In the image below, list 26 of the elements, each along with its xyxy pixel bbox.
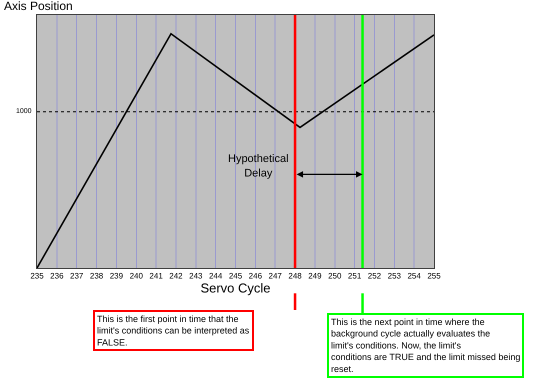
- x-tick-label: 246: [248, 272, 263, 281]
- x-tick-label: 237: [70, 272, 84, 281]
- x-tick-label: 254: [407, 272, 422, 281]
- x-tick-label: 240: [130, 272, 144, 281]
- text: This is the first point in time that the limit's conditions can be interpreted as FALSE.: [97, 314, 250, 348]
- x-tick-label: 247: [268, 272, 282, 281]
- x-tick-label: 255: [427, 272, 442, 281]
- x-tick-label: 250: [328, 272, 342, 281]
- x-tick-label: 241: [149, 272, 164, 281]
- x-tick-label: 243: [189, 272, 204, 281]
- x-tick-label: 252: [368, 272, 382, 281]
- text: This is the next point in time where the background cycle actually evaluates the limit's conditions. Now, the limit's conditions are TRUE and the limit missed being reset.: [331, 317, 520, 374]
- x-tick-label: 236: [50, 272, 64, 281]
- annotation: Hypothetical Delay: [228, 153, 289, 180]
- x-tick-label: 235: [30, 272, 44, 281]
- x-tick-label: 245: [228, 272, 243, 281]
- y-axis-title: Axis Position: [4, 0, 73, 13]
- x-tick-label: 238: [90, 272, 104, 281]
- x-tick-label: 239: [110, 272, 124, 281]
- x-tick-label: 251: [348, 272, 362, 281]
- x-tick-label: 249: [308, 272, 322, 281]
- x-tick-label: 253: [388, 272, 402, 281]
- x-tick-label: 248: [288, 272, 302, 281]
- x-tick-label: 244: [208, 272, 223, 281]
- x-tick-label: 242: [169, 272, 184, 281]
- x-axis-title: Servo Cycle: [200, 280, 271, 296]
